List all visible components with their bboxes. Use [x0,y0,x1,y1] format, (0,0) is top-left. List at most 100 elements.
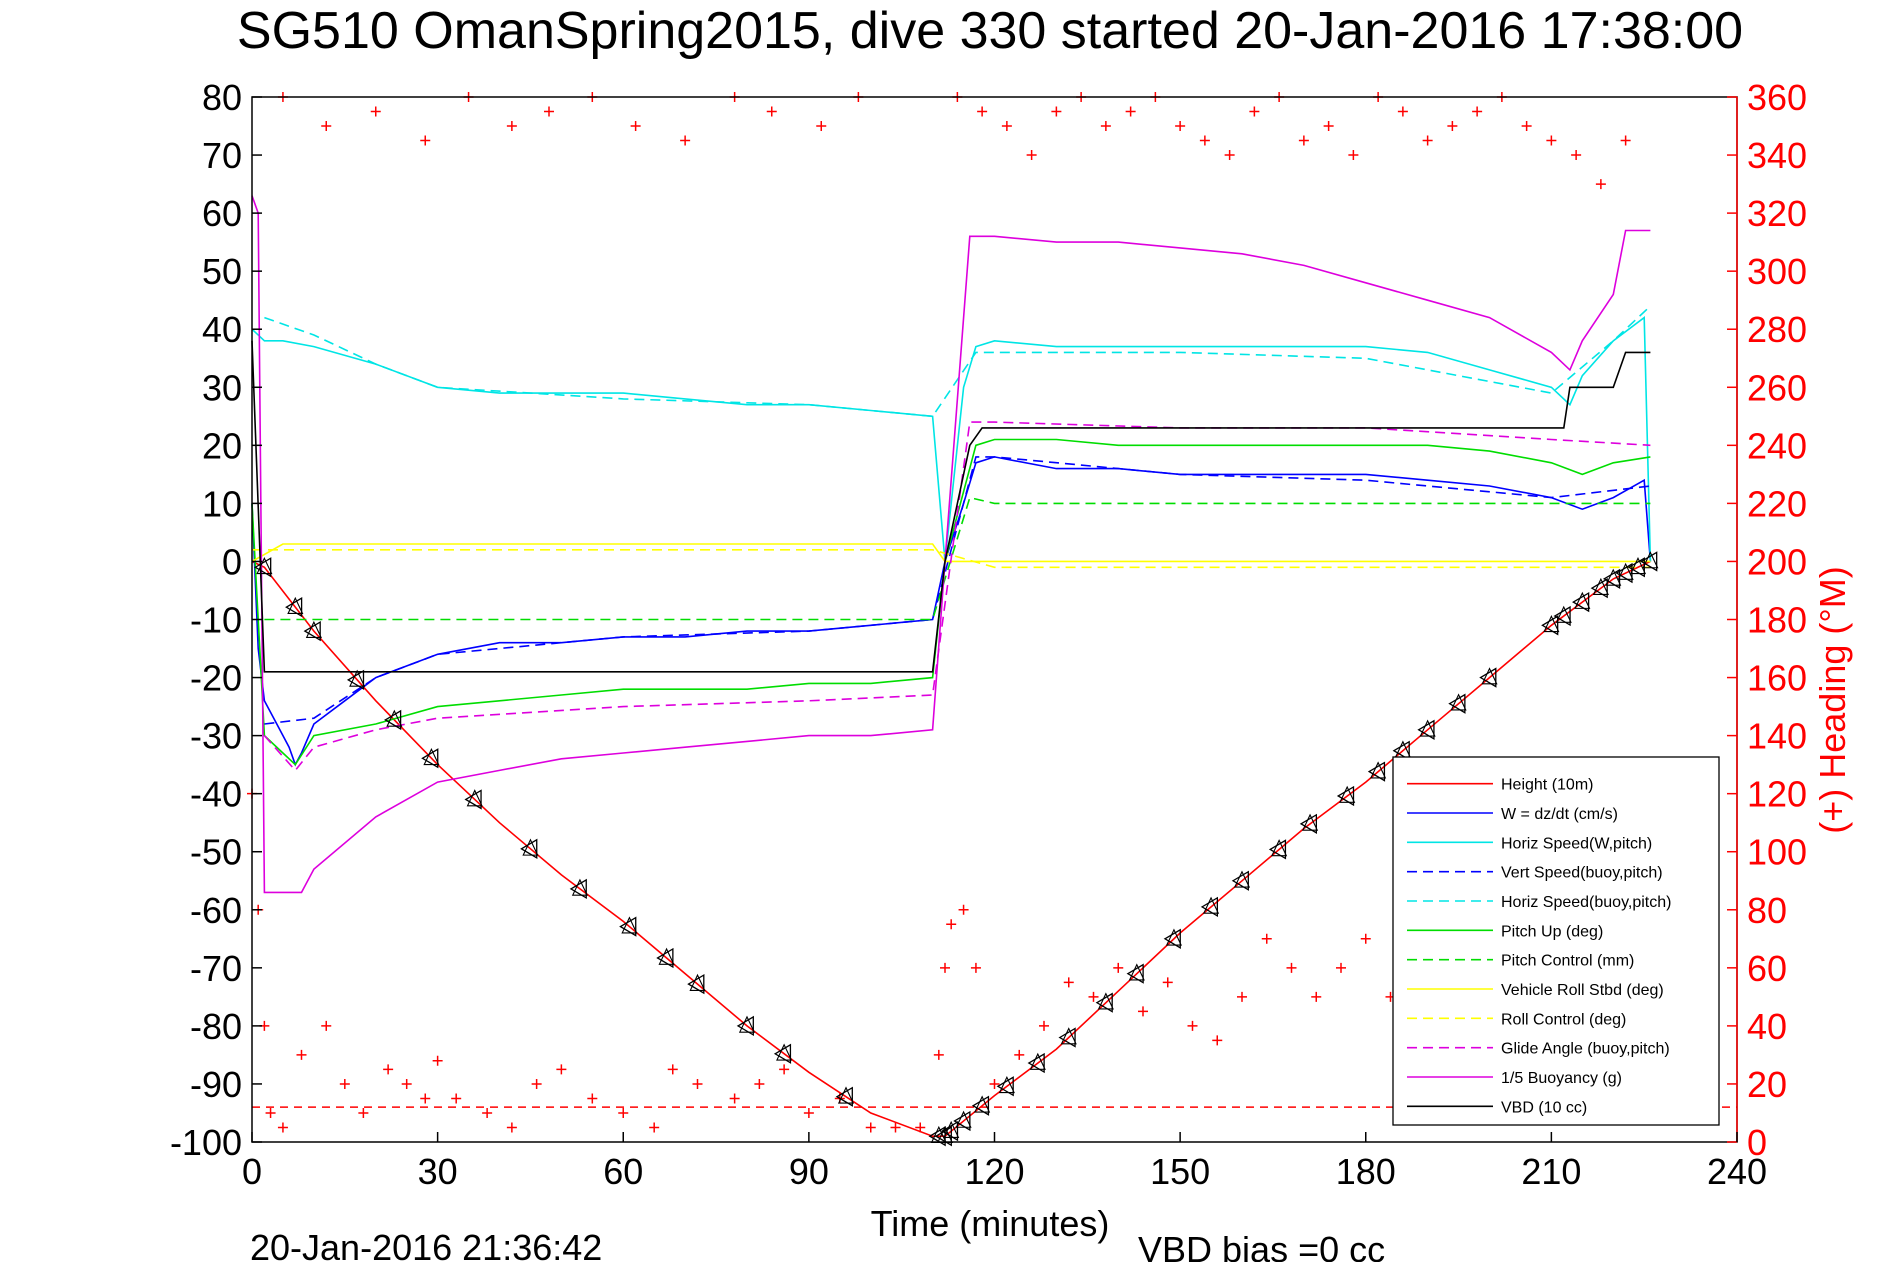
heading-point [977,106,988,117]
heading-point [1113,962,1124,973]
depth-marker [1126,963,1144,984]
heading-point [729,1093,740,1104]
x-tick-label: 90 [789,1151,829,1192]
depth-marker [1642,551,1659,569]
y-right-tick-label: 360 [1747,77,1807,118]
y-tick-label: 30 [202,367,242,408]
y-tick-label: 60 [202,193,242,234]
depth-marker [621,916,638,934]
depth-marker [1592,577,1609,595]
depth-marker [1128,963,1145,981]
series-line [264,496,1651,621]
depth-marker [1202,896,1220,914]
series-line [252,549,1651,569]
depth-marker [996,1076,1014,1097]
y-tick-label: -30 [190,716,242,757]
depth-marker [1370,761,1387,779]
y-right-tick-label: 340 [1747,135,1807,176]
depth-marker [1271,839,1288,857]
depth-marker [837,1086,855,1104]
y-right-tick-label: 60 [1747,948,1787,989]
y-right-tick-label: 240 [1747,425,1807,466]
heading-point [383,1064,394,1075]
heading-point [1422,135,1433,146]
legend-entry: Glide Angle (buoy,pitch) [1501,1041,1670,1058]
depth-marker [1095,992,1113,1013]
depth-marker [303,620,321,642]
y-tick-label: -40 [190,774,242,815]
y-right-tick-label: 300 [1747,251,1807,292]
y-tick-label: -80 [190,1006,242,1047]
depth-marker [1481,667,1498,685]
series-line [251,340,1651,673]
depth-marker [1392,740,1410,761]
legend-entry: Roll Control (deg) [1501,1011,1626,1028]
depth-marker [971,1095,990,1116]
depth-marker [736,1015,754,1037]
heading-point [296,1049,307,1060]
depth-marker [520,838,538,859]
y-tick-label: 20 [202,425,242,466]
depth-marker [687,973,705,995]
legend-entry: Height (10m) [1501,777,1593,794]
depth-marker [1574,591,1591,609]
y-tick-label: 80 [202,77,242,118]
heading-point [1571,150,1582,161]
legend-entry: Pitch Control (mm) [1501,953,1634,970]
legend-entry: Horiz Speed(buoy,pitch) [1501,894,1671,911]
depth-marker [346,669,365,691]
y-tick-label: 10 [202,483,242,524]
heading-point [544,106,554,117]
depth-marker [689,973,706,991]
heading-point [1224,150,1235,161]
depth-marker [384,709,402,731]
y-right-tick-label: 40 [1747,1006,1787,1047]
heading-point [1336,962,1346,973]
y-right-tick-label: 320 [1747,193,1807,234]
depth-marker [1339,785,1356,803]
legend-entry: Vehicle Roll Stbd (deg) [1501,982,1664,999]
legend-entry: Horiz Speed(W,pitch) [1501,835,1652,852]
heading-point [1125,106,1136,117]
heading-point [1199,135,1210,146]
heading-point [1546,135,1557,146]
heading-point [1620,135,1631,146]
heading-point [432,1055,443,1066]
depth-marker [1543,615,1560,633]
heading-point [1026,150,1037,161]
y-axis-right: 0 20 40 60 80 100 120 140 160 180 200 220 240 260 280 3… [1727,77,1807,1163]
x-tick-label: 60 [603,1151,643,1192]
depth-marker [1060,1027,1077,1045]
depth-marker [943,1120,960,1138]
y-tick-label: -90 [190,1064,242,1105]
x-tick-label: 120 [964,1151,1024,1192]
depth-marker [1417,719,1435,740]
x-tick-label: 0 [242,1151,262,1192]
vbd-bias-label: VBD bias =0 cc [1138,1229,1385,1262]
y-tick-label: 40 [202,309,242,350]
heading-point [1249,106,1260,117]
y-tick-label: -20 [190,658,242,699]
heading-point [989,1078,1000,1089]
heading-point [506,121,517,132]
y-tick-label: -100 [170,1122,242,1163]
depth-marker [1231,870,1249,891]
depth-marker [1163,928,1181,949]
depth-marker [1027,1052,1045,1074]
heading-point [482,1107,493,1118]
heading-point [803,1107,814,1118]
y-right-tick-label: 180 [1747,600,1807,641]
depth-marker [569,878,587,900]
heading-point [816,121,827,132]
depth-marker [835,1086,853,1107]
heading-point [1100,121,1111,132]
legend-entry: Vert Speed(buoy,pitch) [1501,865,1663,882]
x-tick-label: 210 [1521,1151,1581,1192]
depth-marker [1058,1027,1076,1048]
heading-point [933,1049,944,1060]
depth-marker [1553,605,1571,627]
legend-box [1392,756,1720,1126]
y-tick-label: -70 [190,948,242,989]
depth-marker [1640,551,1658,572]
